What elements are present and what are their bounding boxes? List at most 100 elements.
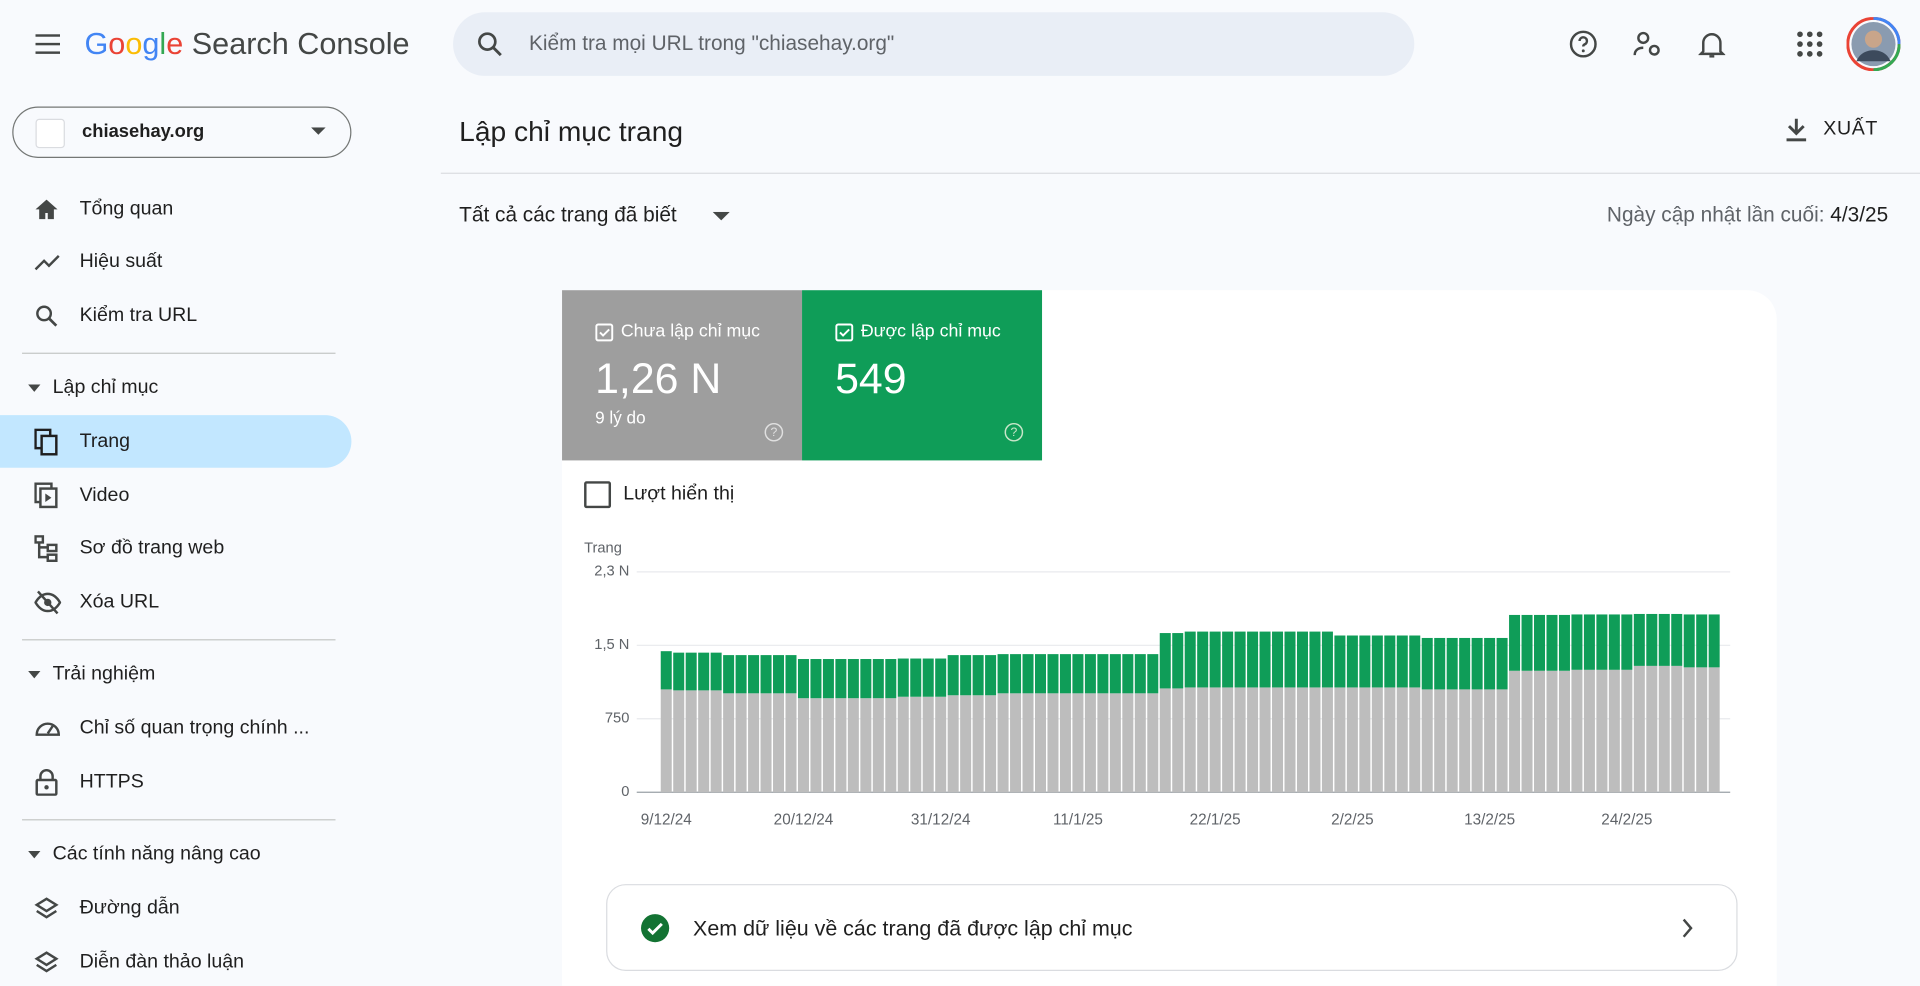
nav-section[interactable]: Lập chỉ mục [0,370,351,407]
summary-card-not-indexed[interactable]: Chưa lập chỉ mục 1,26 N 9 lý do ? [562,290,803,461]
filter-label: Tất cả các trang đã biết [459,203,677,227]
bar-segment [1446,637,1458,690]
bar-segment [1446,689,1458,793]
x-tick-label: 9/12/24 [641,811,693,828]
bar-segment [760,693,772,793]
last-updated-date: 4/3/25 [1830,203,1889,227]
bar-segment [1683,667,1695,793]
bar-segment [1122,654,1134,694]
bar-segment [1272,687,1284,793]
nav-item[interactable]: Kiểm tra URL [0,289,351,342]
bar-segment [1384,687,1396,793]
bar-segment [1546,670,1558,793]
bar-segment [698,652,710,691]
nav-item[interactable]: Chỉ số quan trọng chính ... [0,702,351,755]
summary-card-indexed[interactable]: Được lập chỉ mục 549 ? [802,290,1043,461]
apps-icon[interactable] [1796,31,1823,58]
bar-segment [1184,631,1196,688]
checkbox-checked [835,323,854,342]
bar-segment [748,693,760,793]
bar-segment [1122,693,1134,793]
card-value: 1,26 N [595,355,722,403]
bar-segment [922,696,934,793]
filter-dropdown[interactable]: Tất cả các trang đã biết [459,203,730,232]
bar-segment [1596,614,1608,670]
search-icon [478,32,502,57]
nav-item-selected[interactable]: Trang [0,415,352,468]
avatar[interactable] [1846,17,1901,72]
nav-item[interactable]: Đường dẫn [0,882,351,935]
bar-segment [1371,635,1383,688]
property-name: chiasehay.org [82,121,205,143]
bar-segment [1521,670,1533,793]
indexed-pages-link[interactable]: Xem dữ liệu về các trang đã được lập chỉ… [606,884,1738,972]
nav-item[interactable]: HTTPS [0,756,351,809]
bar-segment [1459,689,1471,793]
product-name: Search Console [191,26,410,62]
bar-segment [1534,614,1546,671]
bar-segment [835,698,847,793]
bar-segment [935,658,947,697]
bar-segment [1197,687,1209,793]
bar-segment [1696,614,1708,668]
nav-item[interactable]: Tổng quan [0,182,351,235]
nav-item[interactable]: Sơ đồ trang web [0,522,351,575]
bar-segment [1047,693,1059,793]
notifications-icon[interactable] [1698,29,1726,58]
section-title: Lập chỉ mục [52,377,159,398]
nav-icon [34,254,60,270]
bar-segment [985,655,997,696]
bar-segment [673,652,685,691]
section-arrow [28,671,41,679]
menu-icon[interactable] [34,32,61,56]
help-icon[interactable]: ? [1004,422,1024,442]
bar-segment [1097,693,1109,793]
bar-segment [1309,631,1321,688]
check-circle-icon [641,914,670,943]
bar-segment [1259,687,1271,793]
bar-segment [1658,613,1670,666]
logo[interactable]: Google Search Console [84,27,409,63]
nav-section[interactable]: Trải nghiệm [0,656,351,693]
bar-segment [1484,637,1496,690]
bar-segment [1509,614,1521,671]
bar-segment [1633,665,1645,793]
help-icon[interactable] [1569,29,1598,58]
svg-text:?: ? [770,425,777,439]
bar-segment [810,698,822,793]
bar-segment [1346,635,1358,688]
chevron-icon [1682,918,1693,938]
bar-segment [1072,693,1084,793]
y-tick-label: 2,3 N [594,564,629,580]
bar-segment [1346,687,1358,793]
bar-segment [1471,689,1483,793]
bar-segment [1708,614,1720,668]
nav-item[interactable]: Video [0,469,351,522]
divider [22,639,336,641]
bar-segment [1646,613,1658,666]
nav-label: Tổng quan [79,197,174,219]
section-arrow [28,384,41,392]
bar-segment [1583,669,1595,793]
property-selector[interactable]: chiasehay.org [12,106,352,158]
bar-segment [810,659,822,699]
bar-segment [1109,693,1121,793]
bar-segment [1197,631,1209,688]
bar-segment [797,659,809,699]
help-icon[interactable]: ? [764,422,784,442]
nav-item[interactable]: Hiệu suất [0,235,351,288]
nav-item[interactable]: Diễn đàn thảo luận [0,936,351,986]
nav-icon [34,481,58,508]
bar-segment [1047,654,1059,694]
bar-segment [1259,631,1271,688]
settings-icon[interactable] [1632,29,1664,58]
bar-segment [947,655,959,696]
search-bar[interactable]: Kiểm tra mọi URL trong "chiasehay.org" [453,12,1415,76]
bar-segment [997,693,1009,793]
bar-segment [1409,687,1421,793]
nav-section[interactable]: Các tính năng nâng cao [0,836,351,873]
bar-segment [773,693,785,793]
nav-item[interactable]: Xóa URL [0,576,351,629]
bar-segment [960,655,972,696]
bar-segment [1010,654,1022,694]
